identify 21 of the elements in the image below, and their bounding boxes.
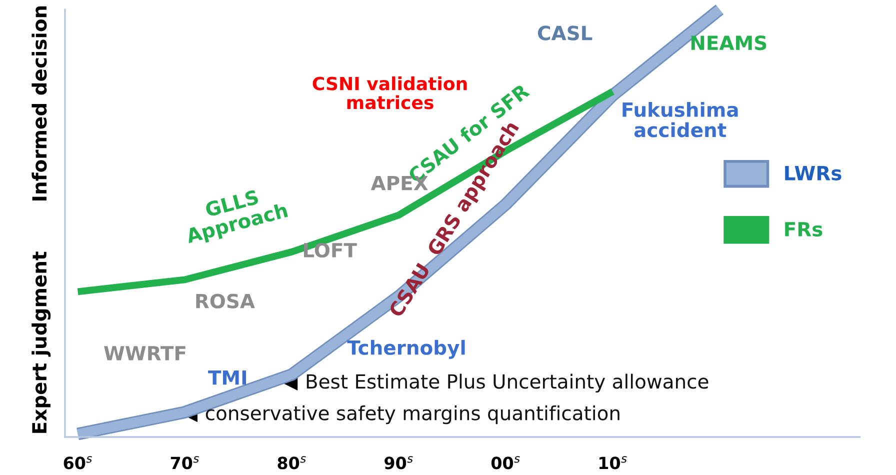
annotation: Tchernobyl bbox=[347, 340, 465, 359]
legend-label: FRs bbox=[785, 222, 822, 237]
annotation: ROSA bbox=[196, 294, 255, 308]
x-tick-label: 80$^{s}$ bbox=[278, 456, 306, 470]
x-tick-label: 70$^{s}$ bbox=[170, 456, 199, 470]
x-tick-label: 60$^{s}$ bbox=[64, 456, 92, 470]
x-tick-label: 00$^{s}$ bbox=[491, 456, 520, 470]
annotation: NEAMS bbox=[691, 35, 766, 50]
text: Expert judgment bbox=[32, 252, 51, 433]
text: Informed decision bbox=[32, 6, 47, 200]
annotation: conservative safety margins quantification bbox=[206, 405, 620, 424]
x-tick-label: 90$^{s}$ bbox=[384, 456, 413, 470]
annotation: TMI bbox=[208, 370, 246, 385]
x-tick-label: 10$^{s}$ bbox=[600, 456, 627, 470]
annotation: WWRTF bbox=[104, 346, 186, 360]
annotation: Fukushima accident bbox=[622, 102, 738, 138]
annotation: LOFT bbox=[304, 242, 357, 258]
annotation: CASL bbox=[538, 26, 592, 40]
annotation: CSNI validation matrices bbox=[312, 76, 467, 110]
annotation: Best Estimate Plus Uncertainty allowance bbox=[306, 374, 708, 393]
legend-label: LWRs bbox=[785, 166, 842, 180]
